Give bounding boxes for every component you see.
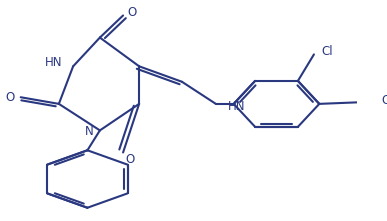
Text: N: N	[85, 125, 94, 138]
Text: Cl: Cl	[321, 45, 333, 57]
Text: HN: HN	[228, 100, 246, 112]
Text: O: O	[5, 91, 15, 104]
Text: O: O	[127, 6, 137, 19]
Text: O: O	[126, 153, 135, 166]
Text: O: O	[382, 94, 387, 107]
Text: HN: HN	[45, 57, 62, 69]
